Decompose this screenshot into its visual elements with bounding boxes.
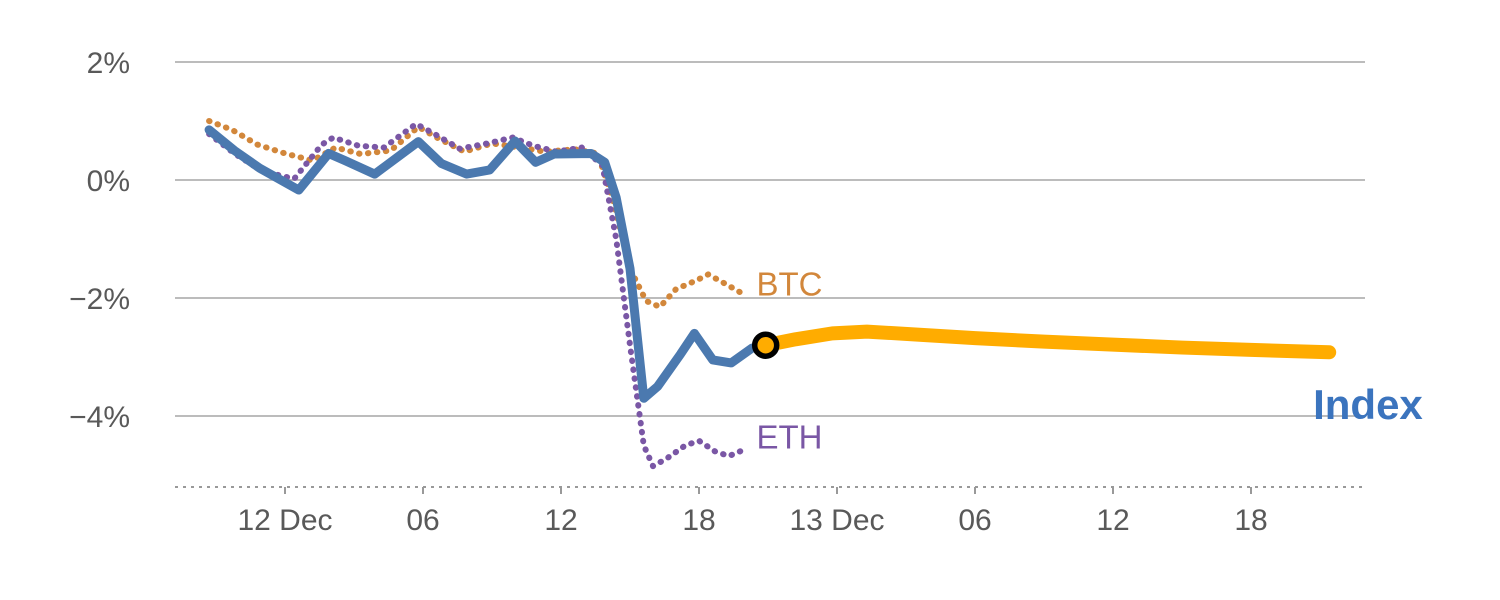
y-tick-label: 2% [87,47,130,80]
x-tick-label: 06 [958,504,991,537]
x-tick-label: 12 Dec [237,504,332,537]
series-label-eth: ETH [757,419,823,456]
current-point-marker [751,331,780,359]
y-tick-label: 0% [87,165,130,198]
x-tick-label: 12 [1096,504,1129,537]
x-tick-label: 12 [544,504,577,537]
x-tick-label: 18 [1234,504,1267,537]
series-label-index: Index [1313,381,1423,428]
series-line-btc [206,118,748,310]
series-line-index-forecast [758,324,1337,360]
y-tick-label: −4% [69,401,130,434]
series-line-index [204,125,771,403]
series-label-btc: BTC [757,265,823,302]
x-tick-label: 18 [682,504,715,537]
x-tick-label: 06 [406,504,439,537]
y-tick-label: −2% [69,283,130,316]
x-tick-label: 13 Dec [789,504,884,537]
series-line-eth [206,120,746,470]
